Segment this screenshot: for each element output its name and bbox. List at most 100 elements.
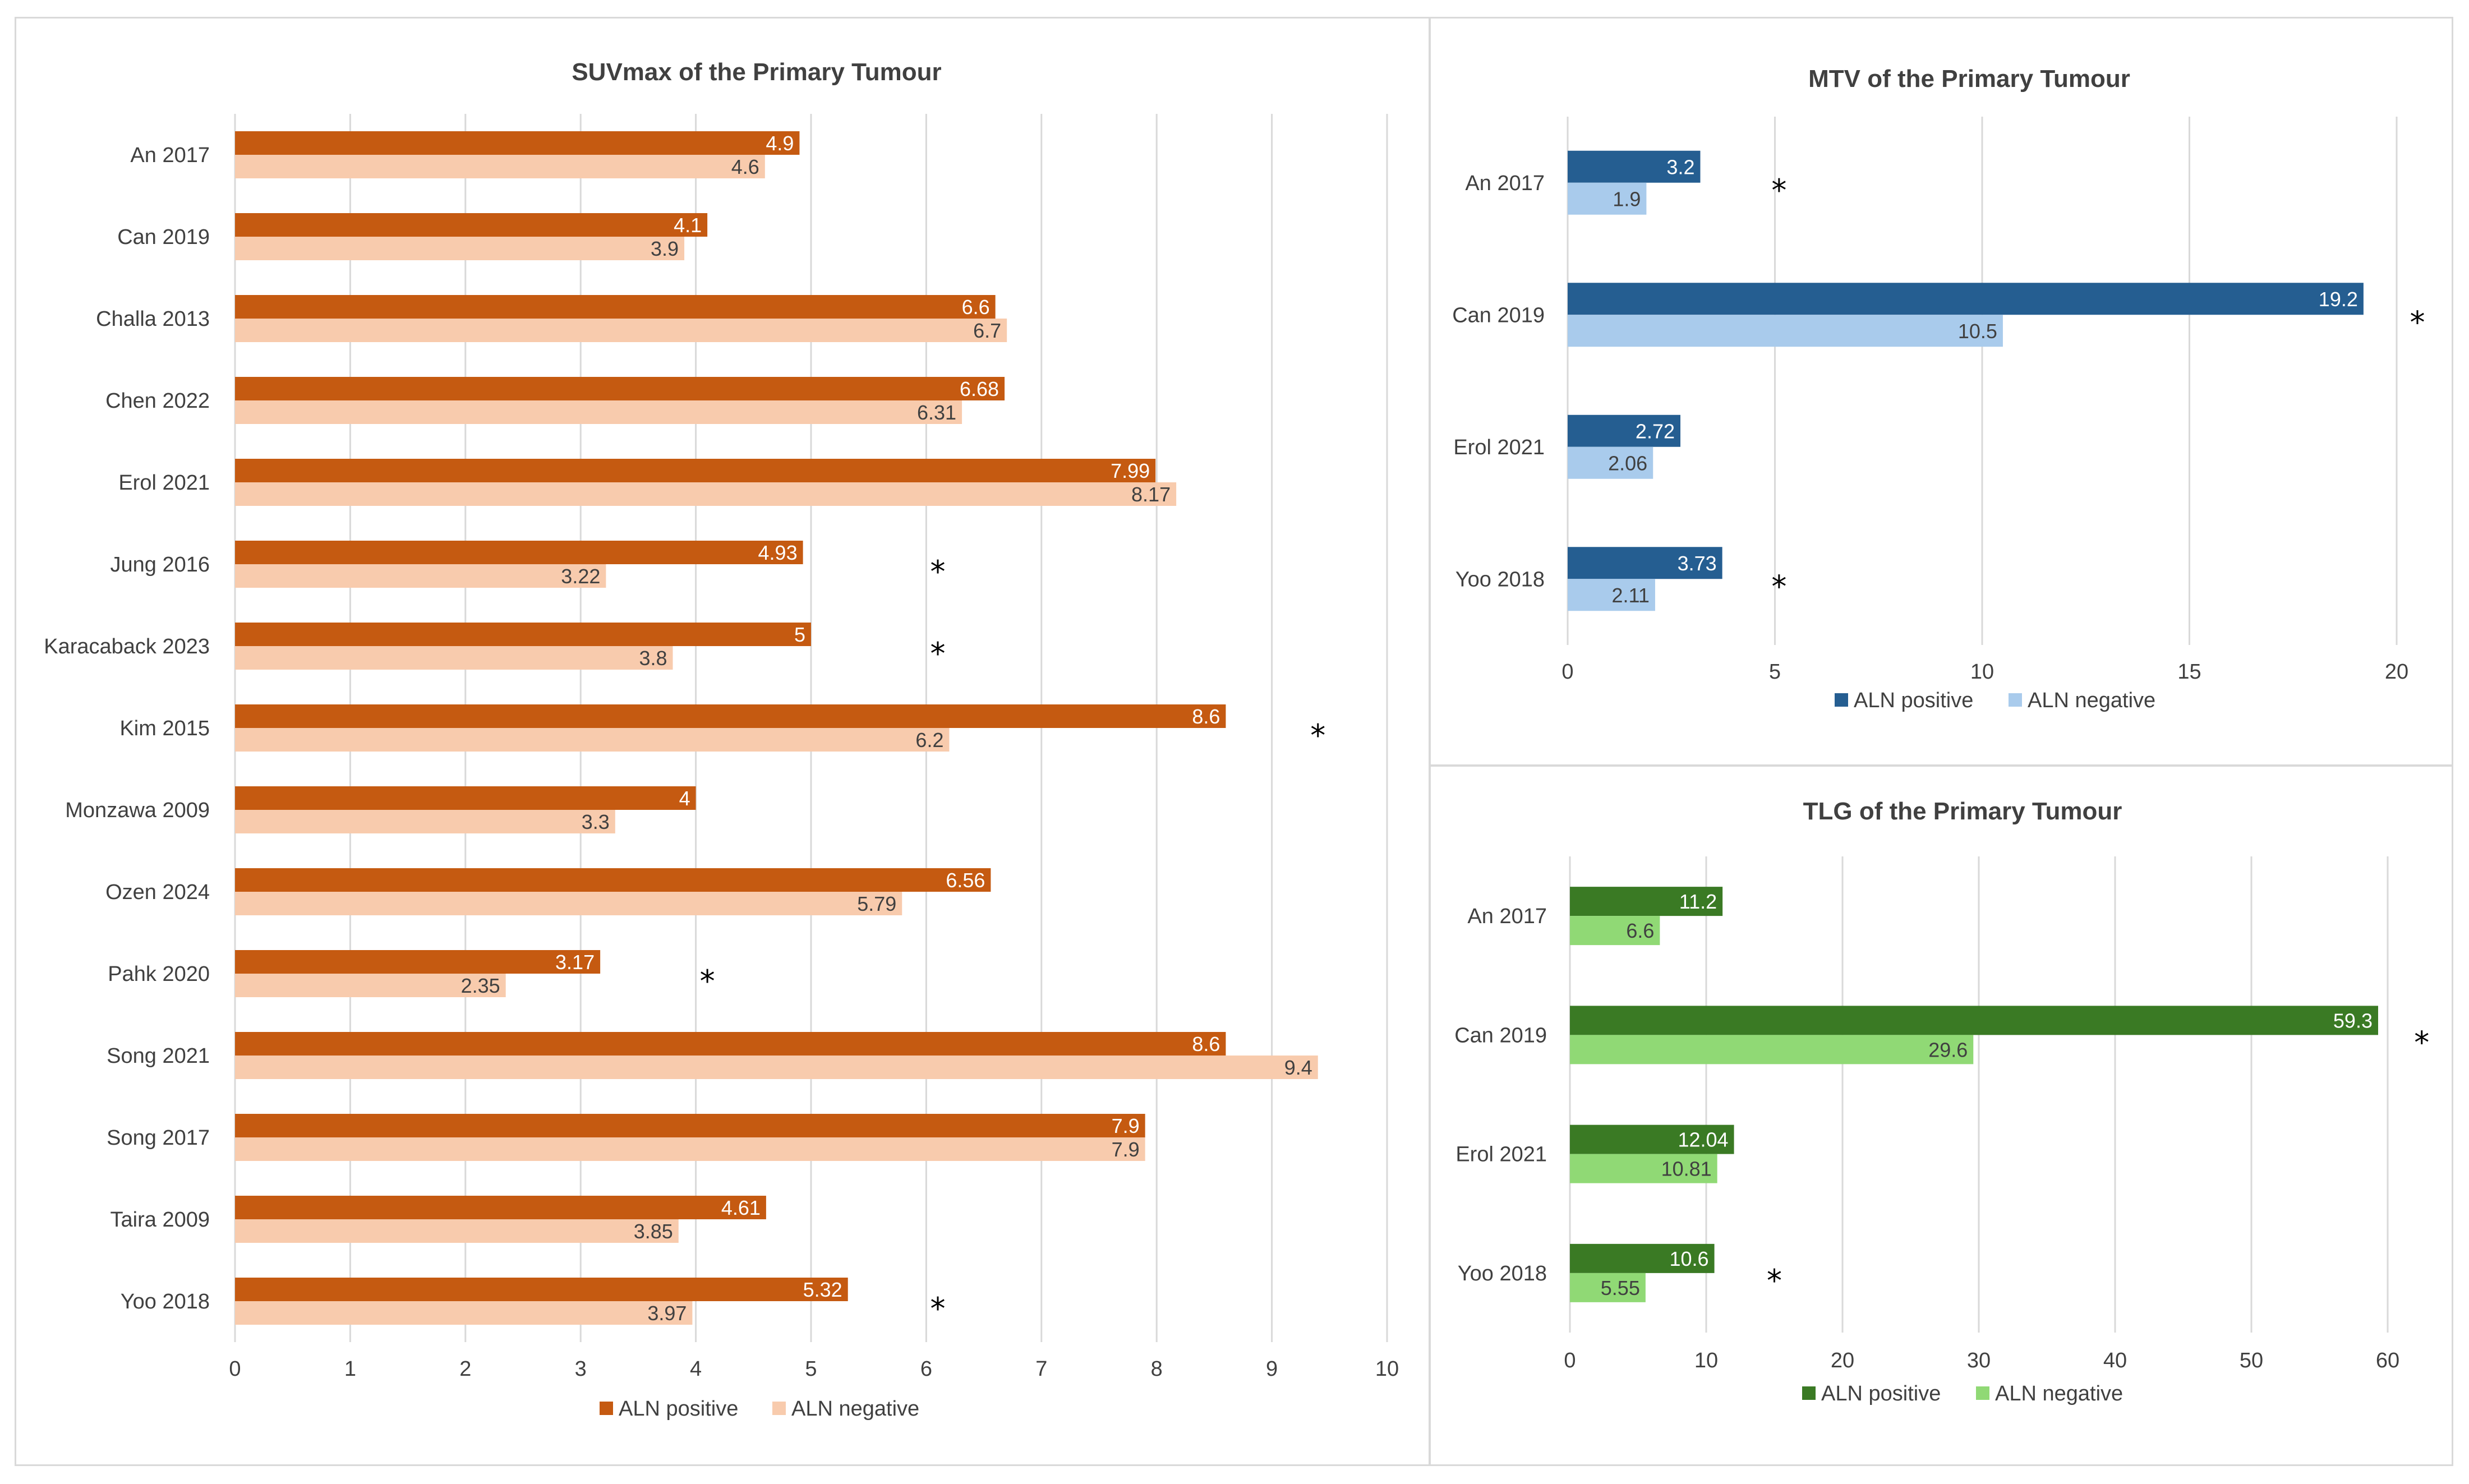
data-label: 29.6 <box>1928 1038 1968 1061</box>
suvmax-chart-panel: SUVmax of the Primary Tumour 0 1 2 3 4 5 6 7 8 9 10… <box>15 17 1430 1466</box>
bar-aln-negative <box>1570 1273 1646 1302</box>
suvmax-chart: SUVmax of the Primary Tumour 0 1 2 3 4 5 6 7 8 9 10… <box>44 58 1399 1421</box>
mtv-chart: MTV of the Primary Tumour 0 5 10 15 20 An 2017… <box>1452 65 2425 712</box>
significance-star: * <box>930 1291 945 1326</box>
bar-aln-negative <box>235 319 1007 342</box>
data-label: 8.17 <box>1131 483 1171 506</box>
data-label: 4.93 <box>758 541 798 564</box>
bar-aln-negative <box>235 646 673 670</box>
category-label: Erol 2021 <box>1455 1143 1547 1167</box>
chart-title: SUVmax of the Primary Tumour <box>572 58 941 86</box>
bar-aln-negative <box>235 974 506 997</box>
data-label: 6.31 <box>917 401 956 424</box>
x-tick-label: 60 <box>2376 1349 2399 1372</box>
bar-aln-positive <box>235 704 1226 728</box>
data-label: 6.6 <box>962 296 990 319</box>
data-label: 3.3 <box>582 810 610 833</box>
data-label: 2.72 <box>1636 420 1675 443</box>
x-tick-label: 5 <box>1769 660 1781 684</box>
data-label: 2.35 <box>461 974 500 997</box>
legend-swatch-aln-positive <box>1802 1386 1816 1400</box>
legend-swatch-aln-positive <box>600 1402 613 1415</box>
data-label: 6.56 <box>946 869 985 892</box>
bar-aln-negative <box>235 1056 1318 1079</box>
bar-aln-negative <box>235 1137 1145 1161</box>
x-tick-label: 20 <box>1831 1349 1854 1372</box>
data-label: 3.85 <box>634 1220 673 1243</box>
category-label: Yoo 2018 <box>121 1290 210 1314</box>
data-label: 3.17 <box>555 951 595 974</box>
data-label: 4.61 <box>721 1196 761 1219</box>
category-label: Erol 2021 <box>118 471 210 495</box>
significance-star: * <box>2410 305 2425 340</box>
bar-aln-positive <box>235 1032 1226 1056</box>
category-label: Song 2021 <box>107 1044 210 1068</box>
bar-aln-positive <box>235 1196 766 1219</box>
data-label: 6.6 <box>1626 919 1654 942</box>
category-label: Yoo 2018 <box>1458 1262 1547 1285</box>
bar-aln-positive <box>235 377 1005 400</box>
significance-star: * <box>930 636 945 671</box>
bar-aln-negative <box>235 400 962 424</box>
chart-title: MTV of the Primary Tumour <box>1808 65 2130 93</box>
x-tick-label: 20 <box>2385 660 2408 684</box>
bar-aln-negative <box>235 810 615 833</box>
x-tick-label: 0 <box>229 1357 241 1381</box>
data-label: 3.22 <box>561 565 600 588</box>
bar-aln-positive <box>235 131 800 155</box>
bar-aln-negative <box>235 482 1177 506</box>
data-label: 4 <box>679 787 690 810</box>
x-tick-label: 50 <box>2240 1349 2263 1372</box>
category-label: Monzawa 2009 <box>65 799 210 822</box>
data-label: 3.8 <box>639 647 667 670</box>
data-label: 8.6 <box>1192 1033 1220 1056</box>
bar-aln-negative <box>1570 916 1660 946</box>
bar-aln-positive <box>235 295 996 319</box>
data-label: 6.68 <box>960 377 999 400</box>
tlg-chart: TLG of the Primary Tumour 0 10 20 30 40 50 60 An… <box>1454 798 2429 1405</box>
category-label: An 2017 <box>1467 905 1547 928</box>
x-tick-label: 40 <box>2103 1349 2127 1372</box>
category-label: An 2017 <box>1465 172 1545 195</box>
significance-star: * <box>930 554 945 589</box>
data-label: 2.06 <box>1608 451 1647 474</box>
legend-label-aln-negative: ALN negative <box>791 1397 919 1421</box>
data-label: 6.7 <box>973 319 1001 342</box>
significance-star: * <box>700 964 715 999</box>
legend-label-aln-positive: ALN positive <box>1854 689 1973 712</box>
category-label: Ozen 2024 <box>105 881 210 904</box>
data-label: 59.3 <box>2333 1009 2373 1032</box>
bar-aln-negative <box>1568 579 1655 611</box>
data-label: 3.2 <box>1666 155 1694 178</box>
data-label: 8.6 <box>1192 705 1220 728</box>
data-label: 1.9 <box>1613 187 1641 210</box>
significance-star: * <box>2414 1025 2429 1060</box>
bar-aln-positive <box>235 623 811 646</box>
bar-aln-positive <box>235 868 991 892</box>
category-label: Pahk 2020 <box>108 962 210 986</box>
legend-swatch-aln-negative <box>772 1402 786 1415</box>
category-label: Can 2019 <box>1452 303 1545 327</box>
category-label: Erol 2021 <box>1453 436 1545 459</box>
bar-aln-positive <box>235 459 1156 482</box>
bar-aln-positive <box>1568 547 1722 579</box>
legend-swatch-aln-negative <box>2009 693 2022 707</box>
legend-label-aln-positive: ALN positive <box>619 1397 738 1421</box>
data-label: 7.9 <box>1112 1114 1140 1137</box>
data-label: 10.5 <box>1958 320 1997 343</box>
data-label: 7.99 <box>1111 459 1150 482</box>
x-tick-label: 2 <box>459 1357 471 1381</box>
category-label: Challa 2013 <box>96 307 210 331</box>
data-label: 10.81 <box>1661 1158 1712 1181</box>
bar-aln-positive <box>235 950 601 974</box>
category-label: Yoo 2018 <box>1455 568 1545 591</box>
bar-aln-negative <box>1568 182 1647 215</box>
bar-aln-negative <box>235 155 765 178</box>
x-tick-label: 6 <box>920 1357 932 1381</box>
bar-aln-negative <box>235 728 950 752</box>
x-tick-label: 0 <box>1561 660 1573 684</box>
x-tick-label: 8 <box>1151 1357 1163 1381</box>
legend-label-aln-negative: ALN negative <box>2028 689 2155 712</box>
category-label: Chen 2022 <box>105 389 210 413</box>
category-label: Jung 2016 <box>110 553 210 577</box>
